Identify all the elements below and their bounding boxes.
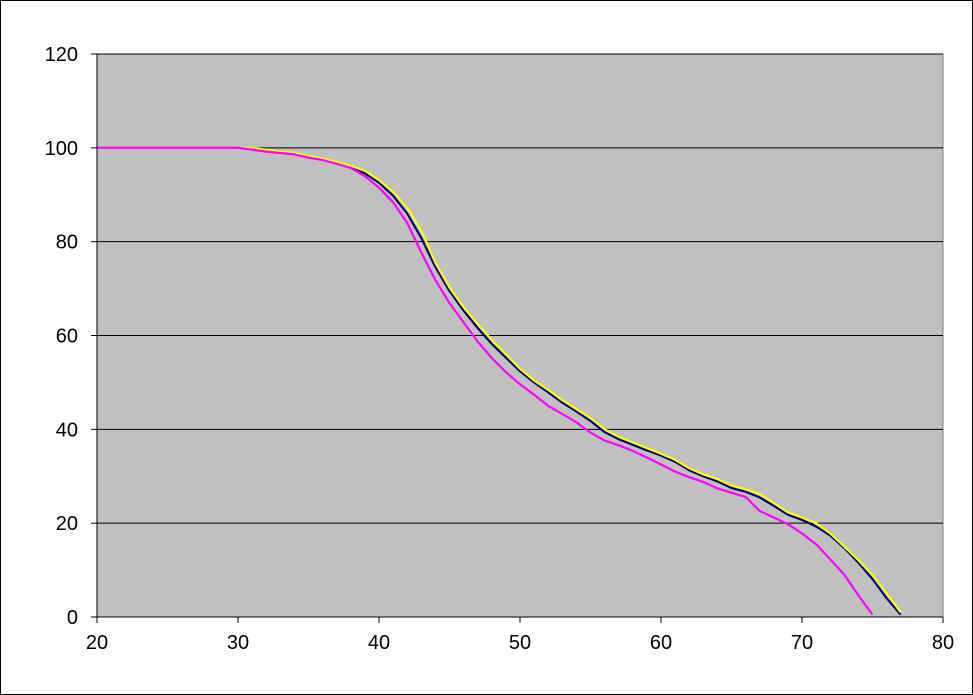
y-tick-label: 0 [67, 607, 78, 629]
x-tick-label: 20 [86, 632, 108, 654]
y-tick-label: 40 [56, 419, 78, 441]
x-tick-label: 80 [932, 632, 954, 654]
x-tick-label: 70 [791, 632, 813, 654]
y-tick-label: 20 [56, 513, 78, 535]
x-tick-label: 40 [368, 632, 390, 654]
series-line-3 [97, 146, 874, 616]
x-tick-label: 30 [227, 632, 249, 654]
y-axis-ticks: 0 20 40 60 80 100 120 [45, 44, 97, 629]
y-tick-label: 120 [45, 44, 78, 66]
y-tick-label: 100 [45, 138, 78, 160]
series-lines [97, 146, 902, 616]
x-tick-label: 50 [509, 632, 531, 654]
y-tick-label: 60 [56, 326, 78, 348]
y-tick-label: 80 [56, 232, 78, 254]
x-tick-label: 60 [650, 632, 672, 654]
x-axis-ticks: 20 30 40 50 60 70 80 [86, 617, 954, 654]
series-line-2 [97, 146, 902, 613]
